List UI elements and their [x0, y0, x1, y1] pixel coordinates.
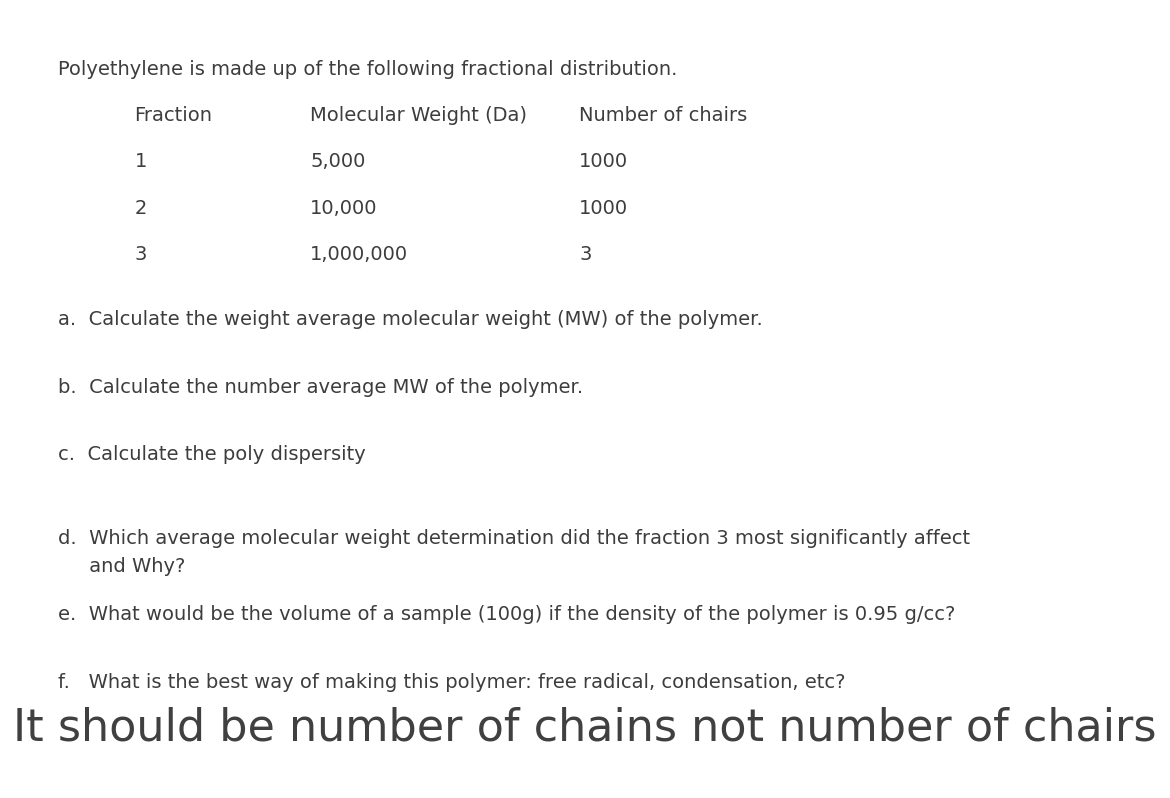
Text: a.  Calculate the weight average molecular weight (MW) of the polymer.: a. Calculate the weight average molecula…	[58, 310, 763, 329]
Text: 5,000: 5,000	[310, 152, 365, 172]
Text: It should be number of chains not number of chairs: It should be number of chains not number…	[13, 706, 1157, 749]
Text: 3: 3	[135, 245, 147, 264]
Text: d.  Which average molecular weight determination did the fraction 3 most signifi: d. Which average molecular weight determ…	[58, 529, 971, 576]
Text: 2: 2	[135, 199, 147, 218]
Text: 1,000,000: 1,000,000	[310, 245, 408, 264]
Text: Number of chairs: Number of chairs	[579, 106, 748, 125]
Text: c.  Calculate the poly dispersity: c. Calculate the poly dispersity	[58, 445, 366, 464]
Text: 3: 3	[579, 245, 592, 264]
Text: 10,000: 10,000	[310, 199, 378, 218]
Text: f.   What is the best way of making this polymer: free radical, condensation, et: f. What is the best way of making this p…	[58, 673, 846, 692]
Text: e.  What would be the volume of a sample (100g) if the density of the polymer is: e. What would be the volume of a sample …	[58, 605, 956, 624]
Text: Molecular Weight (Da): Molecular Weight (Da)	[310, 106, 526, 125]
Text: Polyethylene is made up of the following fractional distribution.: Polyethylene is made up of the following…	[58, 60, 677, 79]
Text: 1000: 1000	[579, 199, 628, 218]
Text: Fraction: Fraction	[135, 106, 213, 125]
Text: b.  Calculate the number average MW of the polymer.: b. Calculate the number average MW of th…	[58, 377, 584, 397]
Text: 1000: 1000	[579, 152, 628, 172]
Text: 1: 1	[135, 152, 147, 172]
